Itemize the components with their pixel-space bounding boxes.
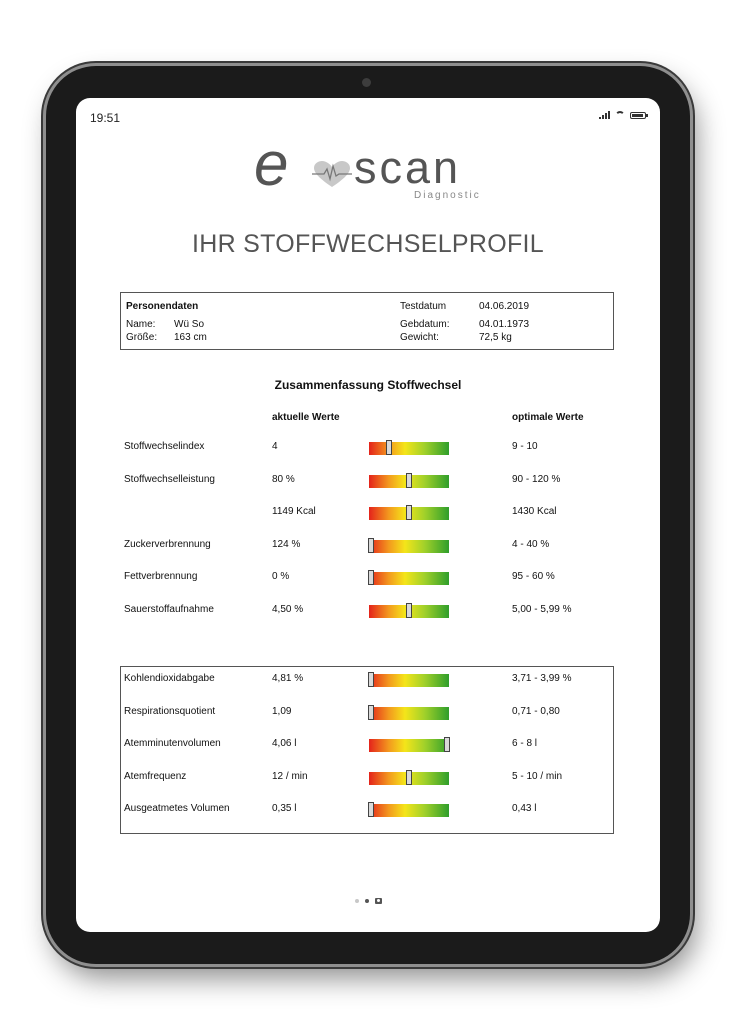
escan-logo: e scan Diagnostic bbox=[254, 134, 494, 208]
camera-page-icon[interactable] bbox=[374, 898, 382, 904]
heart-pulse-icon bbox=[312, 161, 352, 187]
metric-current-value: 4,81 % bbox=[272, 673, 304, 684]
page-dot-active[interactable] bbox=[364, 899, 369, 903]
page-dot[interactable] bbox=[354, 899, 359, 903]
metric-optimal-value: 0,71 - 0,80 bbox=[512, 705, 560, 717]
metric-current-value: 4,50 % bbox=[272, 603, 304, 615]
metric-label: Zuckerverbrennung bbox=[124, 538, 211, 550]
name-label: Name: bbox=[126, 319, 156, 330]
birthdate-label: Gebdatum: bbox=[400, 319, 450, 330]
metric-optimal-value: 6 - 8 l bbox=[512, 738, 538, 749]
metric-row: Zuckerverbrennung 124 % 4 - 40 % bbox=[76, 536, 660, 556]
respiration-box bbox=[120, 666, 614, 834]
logo-subtitle: Diagnostic bbox=[414, 190, 481, 201]
weight-label: Gewicht: bbox=[400, 332, 439, 343]
person-data-box: Personendaten Name: Wü So Größe: 163 cm … bbox=[120, 292, 614, 350]
metric-label: Atemminutenvolumen bbox=[124, 738, 221, 749]
gauge-marker bbox=[406, 602, 412, 618]
gauge-marker bbox=[368, 537, 375, 553]
metric-gauge-bar bbox=[368, 704, 449, 720]
metric-current-value: 4,06 l bbox=[272, 738, 297, 749]
metric-current-value: 12 / min bbox=[272, 770, 308, 782]
gauge-marker bbox=[368, 570, 375, 585]
height-label: Größe: bbox=[126, 332, 158, 343]
metric-gauge-bar bbox=[368, 672, 449, 687]
signal-icon bbox=[599, 111, 610, 119]
metric-gauge-bar bbox=[368, 570, 449, 585]
height-value: 163 cm bbox=[174, 332, 207, 343]
gauge-marker bbox=[368, 672, 375, 687]
testdate-label: Testdatum bbox=[400, 301, 447, 312]
metric-row: Sauerstoffaufnahme 4,50 % 5,00 - 5,99 % bbox=[76, 601, 660, 621]
metric-optimal-value: 9 - 10 bbox=[512, 441, 538, 452]
metric-gauge-bar bbox=[369, 769, 449, 785]
current-values-header: aktuelle Werte bbox=[272, 412, 340, 423]
wifi-icon bbox=[615, 111, 625, 119]
gauge-marker bbox=[368, 802, 375, 817]
logo-scan: scan bbox=[354, 142, 462, 193]
name-value: Wü So bbox=[174, 319, 205, 330]
metric-optimal-value: 5,00 - 5,99 % bbox=[512, 603, 572, 615]
metric-label: Fettverbrennung bbox=[124, 571, 198, 582]
gauge-marker bbox=[406, 505, 412, 520]
front-camera bbox=[362, 78, 371, 87]
metric-row: Respirationsquotient 1,09 0,71 - 0,80 bbox=[76, 703, 660, 723]
gauge-marker bbox=[386, 440, 392, 455]
metric-row: Ausgeatmetes Volumen 0,35 l 0,43 l bbox=[76, 800, 660, 820]
gauge-marker bbox=[443, 737, 450, 752]
metric-optimal-value: 95 - 60 % bbox=[512, 571, 555, 582]
metric-current-value: 124 % bbox=[272, 538, 301, 550]
gauge-marker bbox=[406, 769, 412, 785]
testdate-value: 04.06.2019 bbox=[479, 301, 530, 312]
metric-optimal-value: 0,43 l bbox=[512, 803, 537, 814]
gauge-marker bbox=[368, 704, 375, 720]
metric-label: Kohlendioxidabgabe bbox=[124, 673, 215, 684]
metric-gauge-bar bbox=[369, 472, 449, 488]
metric-label: Sauerstoffaufnahme bbox=[124, 603, 214, 615]
tablet-frame: 19:51 e scan Diagnostic IHR STOFFWECHSEL… bbox=[46, 66, 690, 964]
metric-current-value: 1149 Kcal bbox=[272, 506, 316, 517]
person-heading: Personendaten bbox=[126, 301, 199, 312]
metric-gauge-bar bbox=[369, 440, 449, 455]
metric-gauge-bar bbox=[368, 537, 449, 553]
logo-e: e bbox=[254, 130, 289, 199]
metric-row: Atemfrequenz 12 / min 5 - 10 / min bbox=[76, 768, 660, 788]
metric-current-value: 80 % bbox=[272, 473, 295, 485]
metric-label: Atemfrequenz bbox=[124, 770, 187, 782]
metric-gauge-bar bbox=[369, 602, 449, 618]
metric-gauge-bar bbox=[369, 737, 450, 752]
weight-value: 72,5 kg bbox=[479, 332, 512, 343]
metric-row: Stoffwechselleistung 80 % 90 - 120 % bbox=[76, 471, 660, 491]
birthdate-value: 04.01.1973 bbox=[479, 319, 530, 330]
metric-label: Stoffwechselleistung bbox=[124, 473, 215, 485]
metric-label: Ausgeatmetes Volumen bbox=[124, 803, 230, 814]
metric-current-value: 4 bbox=[272, 441, 278, 452]
metric-row: 1149 Kcal 1430 Kcal bbox=[76, 503, 660, 523]
battery-icon bbox=[630, 112, 648, 119]
summary-title: Zusammenfassung Stoffwechsel bbox=[274, 378, 462, 392]
status-time: 19:51 bbox=[90, 111, 121, 125]
optimal-values-header: optimale Werte bbox=[512, 412, 584, 423]
metric-gauge-bar bbox=[369, 505, 449, 520]
page-indicator[interactable] bbox=[76, 898, 660, 904]
metric-row: Fettverbrennung 0 % 95 - 60 % bbox=[76, 568, 660, 588]
metric-label: Respirationsquotient bbox=[124, 705, 216, 717]
metric-optimal-value: 3,71 - 3,99 % bbox=[512, 673, 572, 684]
metric-current-value: 0,35 l bbox=[272, 803, 297, 814]
metric-row: Kohlendioxidabgabe 4,81 % 3,71 - 3,99 % bbox=[76, 670, 660, 690]
metric-current-value: 1,09 bbox=[272, 705, 292, 717]
screen: 19:51 e scan Diagnostic IHR STOFFWECHSEL… bbox=[76, 98, 660, 932]
metric-row: Atemminutenvolumen 4,06 l 6 - 8 l bbox=[76, 735, 660, 755]
metric-optimal-value: 4 - 40 % bbox=[512, 538, 550, 550]
metric-label: Stoffwechselindex bbox=[124, 441, 205, 452]
metric-row: Stoffwechselindex 4 9 - 10 bbox=[76, 438, 660, 458]
metric-optimal-value: 1430 Kcal bbox=[512, 506, 557, 517]
gauge-marker bbox=[406, 472, 412, 488]
status-icons bbox=[599, 111, 648, 119]
metric-current-value: 0 % bbox=[272, 571, 290, 582]
metric-optimal-value: 5 - 10 / min bbox=[512, 770, 563, 782]
page-title: IHR STOFFWECHSELPROFIL bbox=[191, 230, 544, 258]
metric-optimal-value: 90 - 120 % bbox=[512, 473, 561, 485]
metric-gauge-bar bbox=[368, 802, 449, 817]
